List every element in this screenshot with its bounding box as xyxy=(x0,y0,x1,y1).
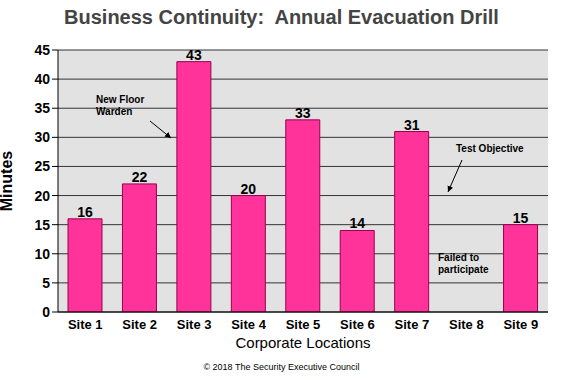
html-text:Failed to participate: Failed to participate xyxy=(438,252,489,275)
svg-text:Site 5: Site 5 xyxy=(286,317,321,332)
svg-text:31: 31 xyxy=(404,117,420,133)
html-text:© 2018 The Security Executive: © 2018 The Security Executive Council xyxy=(203,362,360,372)
svg-text:5: 5 xyxy=(42,275,50,291)
svg-text:Site 3: Site 3 xyxy=(177,317,212,332)
svg-text:Site 7: Site 7 xyxy=(395,317,430,332)
svg-text:0: 0 xyxy=(42,304,50,320)
html-text:Corporate Locations: Corporate Locations xyxy=(235,334,371,351)
svg-text:33: 33 xyxy=(295,105,311,121)
html-text:Business Continuity: Annual Ev: Business Continuity: Annual Evacuation D… xyxy=(64,6,499,28)
svg-text:20: 20 xyxy=(34,188,50,204)
svg-text:Site 4: Site 4 xyxy=(231,317,266,332)
svg-text:14: 14 xyxy=(349,215,365,231)
svg-text:Site 1: Site 1 xyxy=(68,317,103,332)
html-text:Test Objective: Test Objective xyxy=(456,143,524,154)
html-text:New Floor Warden: New Floor Warden xyxy=(96,94,145,117)
svg-text:22: 22 xyxy=(132,169,148,185)
svg-text:45: 45 xyxy=(34,42,50,58)
svg-text:Site 9: Site 9 xyxy=(503,317,538,332)
svg-text:Site 6: Site 6 xyxy=(340,317,375,332)
svg-text:25: 25 xyxy=(34,158,50,174)
svg-text:43: 43 xyxy=(186,47,202,63)
svg-text:35: 35 xyxy=(34,100,50,116)
svg-text:Site 8: Site 8 xyxy=(449,317,484,332)
svg-text:15: 15 xyxy=(34,217,50,233)
svg-text:16: 16 xyxy=(77,204,93,220)
svg-text:Site 2: Site 2 xyxy=(122,317,157,332)
svg-text:30: 30 xyxy=(34,129,50,145)
svg-text:20: 20 xyxy=(241,181,257,197)
svg-text:15: 15 xyxy=(513,210,529,226)
svg-text:Minutes: Minutes xyxy=(8,151,15,212)
svg-text:10: 10 xyxy=(34,246,50,262)
svg-text:40: 40 xyxy=(34,71,50,87)
